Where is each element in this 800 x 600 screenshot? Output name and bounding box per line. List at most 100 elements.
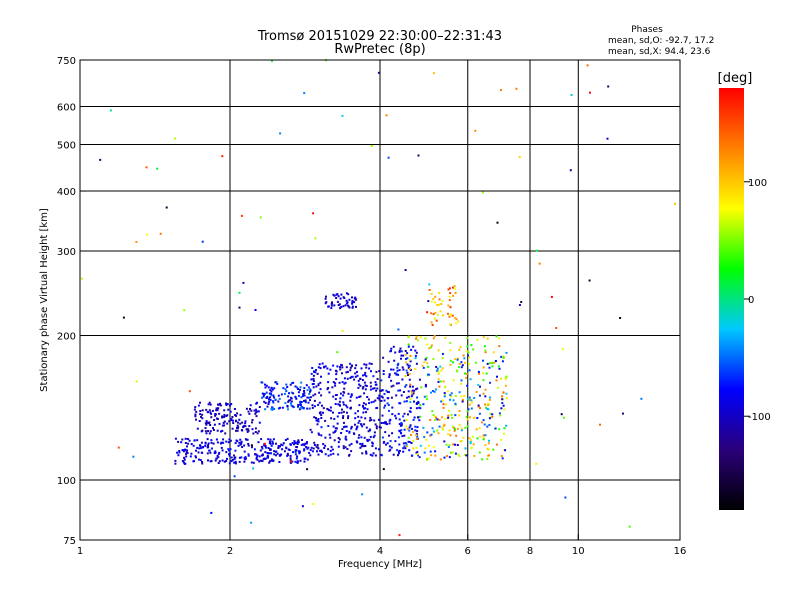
scatter-point [302, 443, 305, 446]
scatter-point [502, 404, 505, 407]
scatter-point [504, 378, 507, 381]
scatter-point [306, 389, 309, 392]
scatter-point [122, 316, 125, 319]
scatter-point [336, 415, 339, 418]
scatter-point [243, 444, 246, 447]
scatter-point [535, 249, 538, 252]
scatter-point [277, 447, 280, 449]
scatter-point [470, 447, 473, 450]
scatter-point [284, 388, 287, 391]
scatter-point [383, 393, 386, 395]
scatter-point [215, 417, 218, 420]
scatter-point [211, 409, 214, 412]
scatter-point [198, 420, 201, 422]
scatter-point [255, 408, 257, 411]
scatter-point [463, 453, 466, 456]
scatter-point [280, 443, 283, 446]
scatter-point [299, 400, 302, 403]
scatter-point [486, 454, 489, 457]
scatter-point [486, 362, 489, 365]
scatter-point [270, 452, 272, 455]
scatter-point [303, 457, 306, 460]
scatter-point [337, 441, 340, 444]
scatter-point [449, 287, 451, 290]
scatter-point [449, 314, 452, 317]
scatter-point [382, 421, 385, 424]
scatter-point [439, 365, 442, 368]
scatter-point [424, 383, 427, 386]
scatter-point [206, 421, 209, 424]
scatter-point [228, 420, 231, 423]
scatter-point [334, 398, 337, 401]
scatter-point [250, 461, 253, 464]
scatter-point [492, 448, 495, 451]
scatter-point [423, 451, 426, 454]
scatter-point [261, 459, 264, 462]
y-tick-label: 400 [57, 187, 76, 198]
scatter-point [400, 350, 403, 353]
scatter-point [438, 385, 441, 388]
scatter-point [484, 403, 486, 406]
scatter-point [218, 460, 221, 463]
scatter-point [261, 447, 264, 450]
scatter-point [278, 397, 281, 400]
scatter-point [411, 385, 414, 388]
scatter-point [165, 206, 168, 209]
scatter-point [361, 379, 364, 381]
scatter-point [371, 445, 374, 447]
scatter-point [426, 311, 429, 314]
scatter-point [505, 375, 508, 378]
scatter-point [460, 440, 463, 443]
scatter-point [404, 385, 407, 388]
scatter-point [215, 438, 218, 441]
scatter-point [264, 445, 267, 447]
scatter-point [254, 453, 257, 456]
scatter-point [388, 409, 390, 412]
scatter-point [252, 461, 255, 464]
scatter-point [447, 414, 450, 417]
scatter-point [437, 313, 439, 316]
scatter-point [287, 400, 290, 403]
scatter-point [275, 450, 278, 453]
scatter-point [194, 455, 197, 458]
scatter-point [289, 457, 292, 460]
scatter-point [498, 428, 501, 431]
scatter-point [449, 363, 452, 366]
scatter-point [470, 399, 473, 402]
scatter-point [270, 387, 273, 390]
scatter-point [309, 454, 312, 457]
scatter-point [348, 444, 351, 447]
scatter-point [206, 446, 209, 449]
scatter-point [254, 412, 257, 415]
scatter-point [368, 438, 371, 441]
scatter-point [243, 460, 246, 463]
scatter-point [337, 437, 340, 439]
scatter-point [358, 396, 361, 398]
scatter-point [255, 456, 258, 459]
scatter-point [272, 438, 275, 441]
scatter-point [146, 233, 149, 236]
scatter-point [390, 379, 393, 382]
scatter-point [291, 442, 294, 444]
scatter-point [207, 430, 210, 432]
scatter-point [384, 404, 387, 407]
scatter-point [464, 372, 466, 375]
scatter-point [414, 429, 417, 432]
scatter-point [210, 412, 213, 415]
scatter-point [214, 414, 217, 417]
scatter-point [309, 449, 312, 451]
scatter-point [478, 412, 481, 415]
scatter-point [241, 446, 244, 448]
scatter-point [479, 407, 482, 410]
scatter-point [200, 415, 202, 418]
scatter-point [324, 444, 327, 447]
scatter-point [225, 460, 228, 462]
scatter-point [269, 398, 272, 401]
scatter-point [377, 418, 380, 421]
scatter-point [482, 437, 485, 440]
scatter-point [430, 312, 433, 315]
scatter-point [412, 440, 415, 443]
scatter-point [186, 445, 188, 448]
scatter-point [322, 407, 325, 410]
scatter-point [405, 400, 408, 403]
